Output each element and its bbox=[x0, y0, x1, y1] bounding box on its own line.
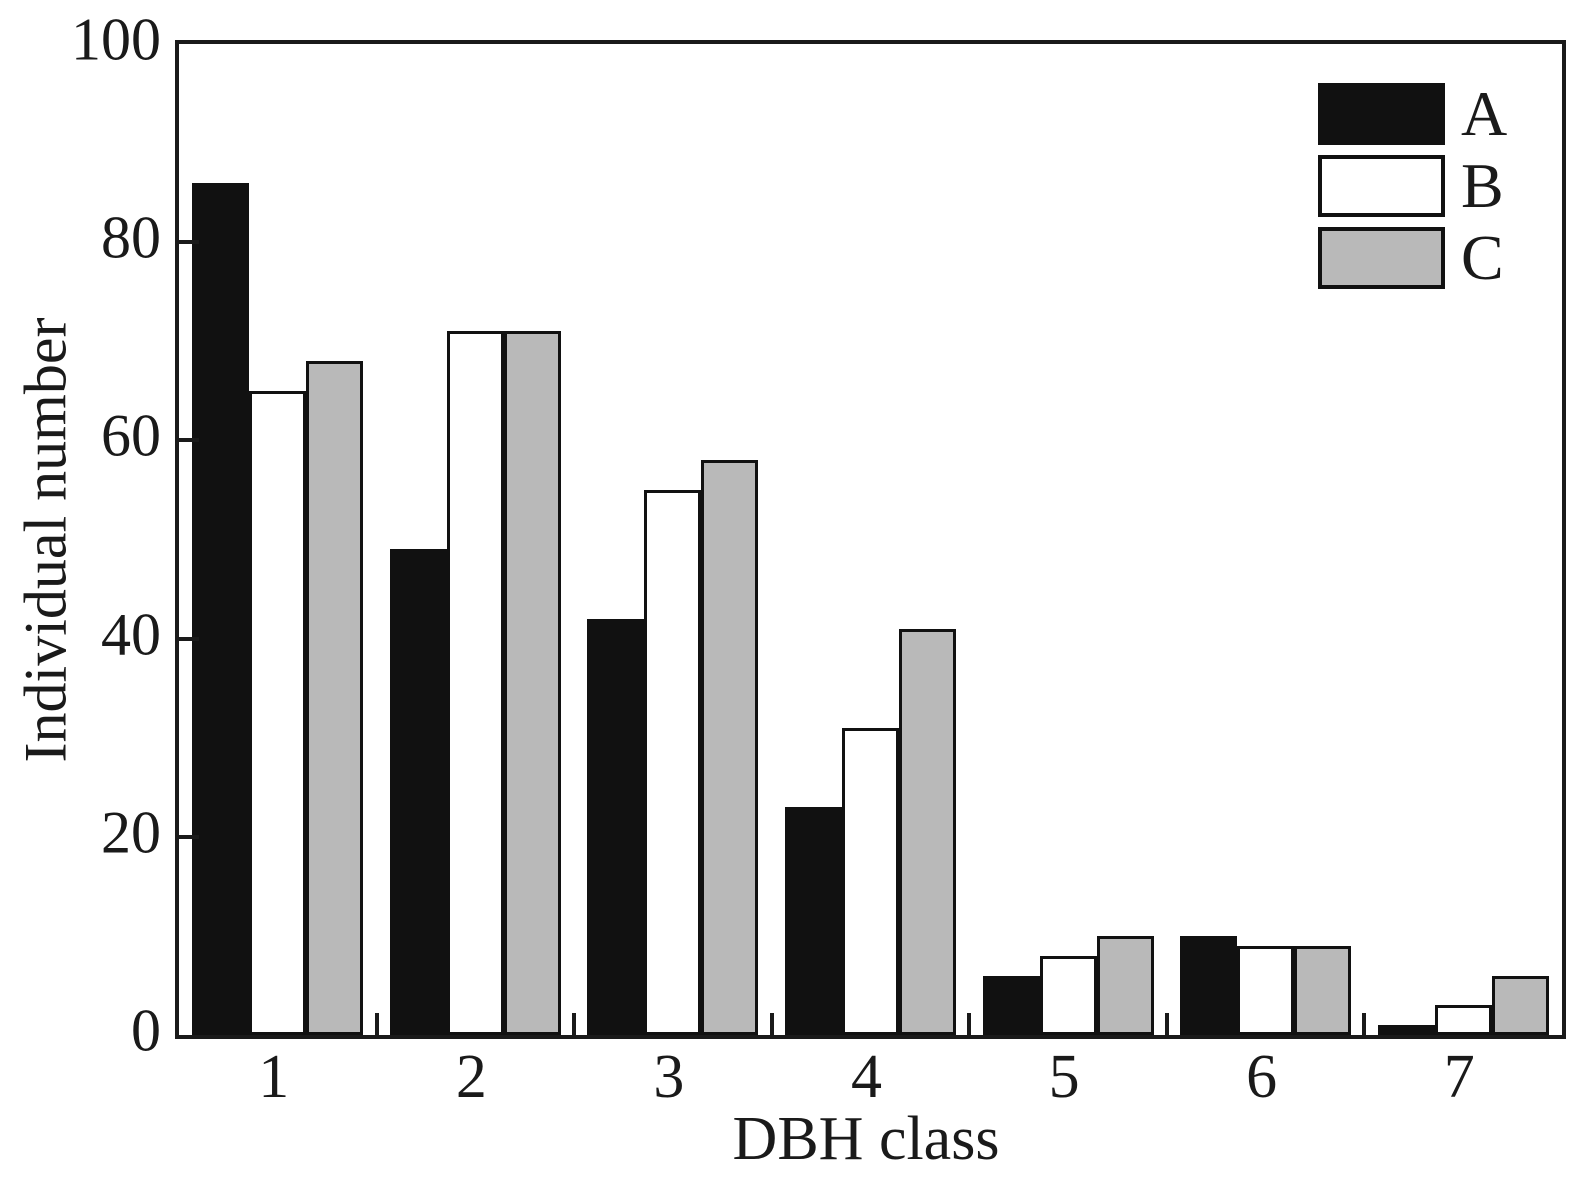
x-axis-title: DBH class bbox=[732, 1105, 1000, 1173]
x-tick-mark-boundary-1 bbox=[374, 1013, 379, 1035]
bar-A-class-3 bbox=[587, 618, 645, 1035]
bar-C-class-3 bbox=[701, 460, 759, 1035]
bars-layer bbox=[179, 44, 1562, 1035]
bar-B-class-4 bbox=[842, 727, 899, 1035]
bar-B-class-3 bbox=[644, 489, 702, 1035]
bar-A-class-7 bbox=[1377, 1025, 1435, 1035]
bar-B-class-2 bbox=[446, 331, 504, 1035]
y-tick-label-0: 0 bbox=[131, 997, 161, 1064]
bar-B-class-5 bbox=[1039, 955, 1097, 1035]
legend-item-A: A bbox=[1318, 78, 1508, 149]
legend-label-B: B bbox=[1461, 150, 1504, 221]
bar-A-class-1 bbox=[192, 182, 250, 1035]
bar-A-class-5 bbox=[982, 975, 1040, 1035]
x-tick-label-6: 6 bbox=[1246, 1043, 1278, 1111]
y-axis-title: Individual number bbox=[12, 317, 79, 763]
x-tick-mark-boundary-5 bbox=[1164, 1013, 1169, 1035]
x-tick-label-2: 2 bbox=[455, 1043, 487, 1111]
y-tick-mark-40 bbox=[179, 636, 199, 641]
legend-label-A: A bbox=[1461, 78, 1508, 149]
bar-B-class-1 bbox=[249, 390, 307, 1035]
y-tick-mark-20 bbox=[179, 834, 199, 839]
bar-A-class-4 bbox=[785, 807, 842, 1035]
x-tick-label-4: 4 bbox=[851, 1043, 882, 1111]
bar-C-class-1 bbox=[306, 361, 364, 1035]
plot-area bbox=[175, 40, 1566, 1039]
y-tick-label-100: 100 bbox=[71, 6, 161, 73]
legend-swatch-B bbox=[1318, 155, 1445, 217]
y-tick-mark-80 bbox=[179, 240, 199, 245]
bar-C-class-5 bbox=[1096, 935, 1154, 1035]
bar-B-class-6 bbox=[1237, 945, 1295, 1035]
x-tick-label-1: 1 bbox=[258, 1043, 290, 1111]
legend-swatch-C bbox=[1318, 227, 1445, 289]
legend-label-C: C bbox=[1461, 222, 1504, 293]
y-tick-label-40: 40 bbox=[101, 601, 161, 668]
legend-item-C: C bbox=[1318, 222, 1507, 293]
y-tick-label-80: 80 bbox=[101, 204, 161, 271]
bar-C-class-4 bbox=[899, 628, 956, 1035]
bar-A-class-2 bbox=[389, 549, 447, 1035]
x-tick-label-3: 3 bbox=[653, 1043, 685, 1111]
x-tick-mark-boundary-2 bbox=[572, 1013, 577, 1035]
x-tick-mark-boundary-3 bbox=[769, 1013, 774, 1035]
bar-B-class-7 bbox=[1434, 1005, 1492, 1035]
legend-swatch-A bbox=[1318, 83, 1445, 145]
y-tick-label-60: 60 bbox=[101, 402, 161, 469]
x-tick-mark-boundary-6 bbox=[1362, 1013, 1367, 1035]
bar-C-class-6 bbox=[1294, 945, 1352, 1035]
x-tick-mark-boundary-4 bbox=[967, 1013, 972, 1035]
bar-C-class-2 bbox=[503, 331, 561, 1035]
bar-C-class-7 bbox=[1491, 975, 1549, 1035]
x-tick-label-7: 7 bbox=[1443, 1043, 1475, 1111]
y-tick-label-20: 20 bbox=[101, 799, 161, 866]
bar-A-class-6 bbox=[1180, 935, 1238, 1035]
legend-item-B: B bbox=[1318, 150, 1507, 221]
x-tick-label-5: 5 bbox=[1048, 1043, 1080, 1111]
y-tick-mark-60 bbox=[179, 438, 199, 443]
